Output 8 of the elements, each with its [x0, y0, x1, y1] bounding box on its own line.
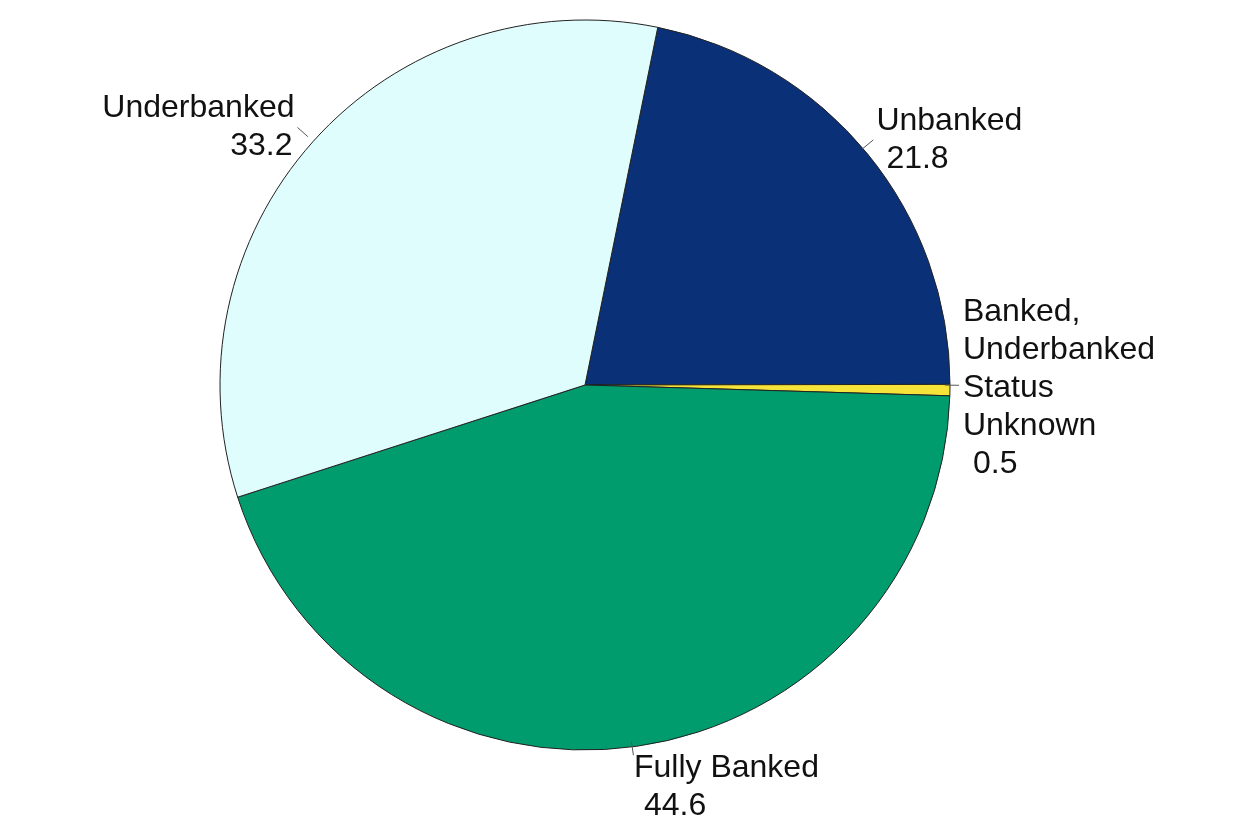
data-label: 0.5	[972, 443, 1018, 480]
data-label: 44.6	[643, 785, 707, 822]
data-label: 21.8	[886, 138, 949, 175]
slice-label: Banked, Underbanked Status Unknown	[962, 291, 1156, 442]
slice-label: Unbanked	[876, 100, 1023, 137]
data-label: 33.2	[230, 125, 293, 162]
slice-label: Fully Banked	[633, 747, 819, 784]
slice-label: Underbanked	[102, 87, 295, 124]
